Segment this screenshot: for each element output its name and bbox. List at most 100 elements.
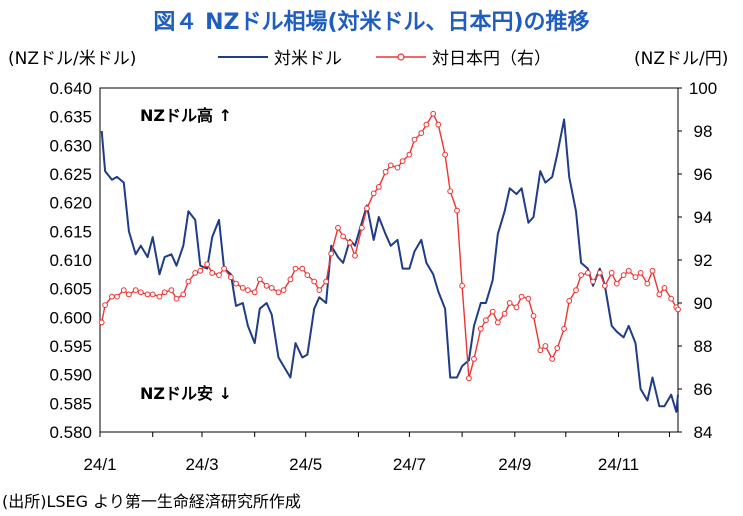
jpy-point: [156, 293, 163, 300]
jpy-point: [192, 270, 199, 276]
right-tick-label: 88: [694, 337, 713, 356]
jpy-point: [513, 304, 520, 311]
jpy-point: [335, 224, 341, 231]
legend-line-jpy: [376, 52, 426, 61]
jpy-point: [602, 282, 608, 289]
jpy-point: [578, 272, 584, 279]
jpy-point: [364, 205, 370, 212]
jpy-point: [608, 270, 615, 276]
annotation-nzd-high: NZドル高 ↑: [140, 106, 232, 125]
jpy-point: [382, 169, 389, 175]
jpy-point: [518, 293, 525, 300]
jpy-point: [613, 280, 620, 287]
left-tick-label: 0.615: [49, 222, 92, 241]
x-tick-label: 24/7: [393, 455, 426, 474]
jpy-point: [418, 130, 425, 137]
jpy-point: [245, 287, 251, 294]
jpy-point: [566, 298, 573, 304]
x-tick-label: 24/1: [83, 455, 116, 474]
jpy-point: [316, 287, 323, 294]
legend-line-usd: [218, 55, 268, 58]
jpy-point: [399, 158, 406, 165]
jpy-point: [442, 151, 449, 158]
right-tick-label: 90: [694, 294, 713, 313]
jpy-point: [185, 278, 192, 285]
jpy-point: [358, 224, 365, 231]
x-tick-label: 24/9: [498, 455, 531, 474]
left-tick-label: 0.620: [49, 194, 92, 213]
jpy-point: [256, 276, 263, 283]
jpy-point: [304, 272, 311, 279]
jpy-point: [549, 356, 556, 362]
jpy-point: [375, 184, 382, 190]
jpy-point: [596, 270, 603, 276]
jpy-point: [406, 151, 413, 158]
jpy-point: [525, 295, 532, 302]
legend-label-usd: 対米ドル: [274, 49, 342, 69]
left-tick-label: 0.595: [49, 337, 92, 356]
jpy-point: [204, 261, 211, 268]
annotation-nzd-low: NZドル安 ↓: [140, 384, 232, 403]
legend-item-usd: 対米ドル: [218, 44, 342, 69]
jpy-point: [423, 121, 430, 128]
chart-title: 図４ NZドル相場(対米ドル、日本円)の推移: [153, 10, 590, 35]
left-tick-label: 0.640: [49, 79, 92, 98]
jpy-point: [459, 282, 466, 289]
jpy-point: [209, 270, 216, 276]
jpy-point: [233, 280, 239, 287]
x-tick-label: 24/5: [289, 455, 322, 474]
jpy-point: [161, 289, 168, 296]
jpy-point: [328, 250, 335, 257]
jpy-point: [668, 295, 675, 302]
left-tick-label: 0.585: [49, 394, 92, 413]
left-y-axis: 0.580 0.585 0.590 0.595 0.600 0.605 0.610 0.615…: [49, 79, 92, 442]
jpy-point: [173, 295, 180, 302]
jpy-point: [114, 293, 120, 300]
left-tick-label: 0.635: [49, 108, 92, 127]
left-tick-label: 0.590: [49, 366, 92, 385]
jpy-point: [280, 287, 287, 294]
jpy-point: [137, 289, 144, 296]
jpy-point: [340, 233, 347, 240]
jpy-point: [649, 267, 656, 274]
jpy-point: [537, 347, 544, 354]
x-axis: 24/1 24/3 24/5 24/7 24/9 24/11: [83, 432, 670, 474]
jpy-point: [675, 306, 681, 313]
jpy-point: [542, 343, 549, 349]
legend: 対米ドル 対日本円（右）: [218, 44, 585, 69]
jpy-point: [311, 278, 318, 285]
jpy-point: [98, 319, 105, 326]
jpy-point: [228, 274, 234, 281]
series-line-usd: [100, 118, 679, 413]
jpy-point: [489, 308, 496, 315]
jpy-point: [430, 110, 437, 117]
right-tick-label: 96: [694, 165, 713, 184]
jpy-point: [168, 287, 175, 294]
jpy-point: [656, 291, 663, 298]
jpy-point: [501, 310, 508, 317]
series-layer: [98, 110, 681, 413]
jpy-point: [494, 319, 501, 326]
jpy-point: [447, 188, 454, 195]
jpy-point: [454, 207, 460, 214]
left-tick-label: 0.580: [49, 423, 92, 442]
legend-label-jpy: 対日本円（右）: [432, 49, 551, 69]
jpy-point: [268, 285, 275, 291]
jpy-point: [275, 289, 282, 296]
jpy-point: [149, 291, 156, 298]
jpy-point: [554, 345, 561, 352]
left-tick-label: 0.630: [49, 136, 92, 155]
jpy-point: [109, 293, 115, 300]
source-note: (出所)LSEG より第一生命経済研究所作成: [2, 492, 301, 511]
jpy-point: [287, 276, 294, 283]
jpy-point: [394, 164, 401, 171]
right-tick-label: 94: [694, 208, 713, 227]
jpy-point: [352, 252, 358, 259]
jpy-point: [644, 280, 651, 287]
jpy-point: [661, 285, 668, 291]
jpy-point: [144, 291, 151, 298]
right-axis-unit: (NZドル/円): [634, 49, 729, 69]
right-tick-label: 84: [694, 423, 713, 442]
jpy-point: [370, 190, 377, 197]
